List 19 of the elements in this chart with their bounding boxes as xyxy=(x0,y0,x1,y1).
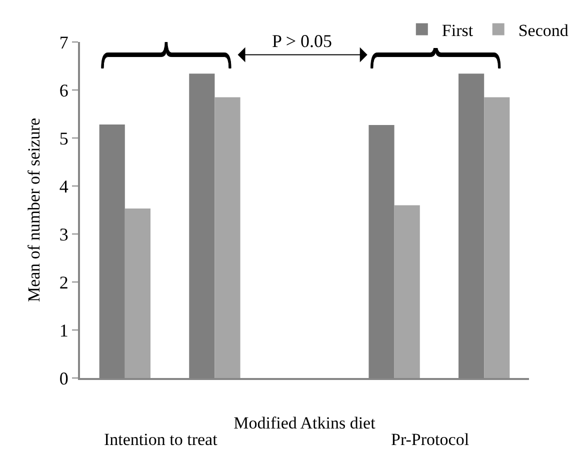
legend-label: First xyxy=(442,20,474,40)
bar xyxy=(394,205,420,378)
y-tick-label: 6 xyxy=(59,80,68,100)
annotation: P > 0.05 xyxy=(272,31,332,51)
bar xyxy=(484,97,510,378)
y-axis-title: Mean of number of seizure xyxy=(24,118,44,302)
bar xyxy=(124,208,150,378)
text: Pr-Protocol xyxy=(391,430,470,449)
y-tick-label: 5 xyxy=(59,128,68,148)
y-tick-label: 4 xyxy=(59,176,68,196)
x-axis-title: Modified Atkins diet xyxy=(234,413,376,432)
y-tick-label: 3 xyxy=(59,224,68,244)
y-tick-label: 0 xyxy=(59,368,68,388)
y-tick-label: 7 xyxy=(59,32,68,52)
legend-label: Second xyxy=(518,20,569,40)
y-tick-label: 1 xyxy=(59,320,68,340)
bar xyxy=(214,97,240,378)
text: Intention to treat xyxy=(104,430,218,449)
y-tick-label: 2 xyxy=(59,272,68,292)
